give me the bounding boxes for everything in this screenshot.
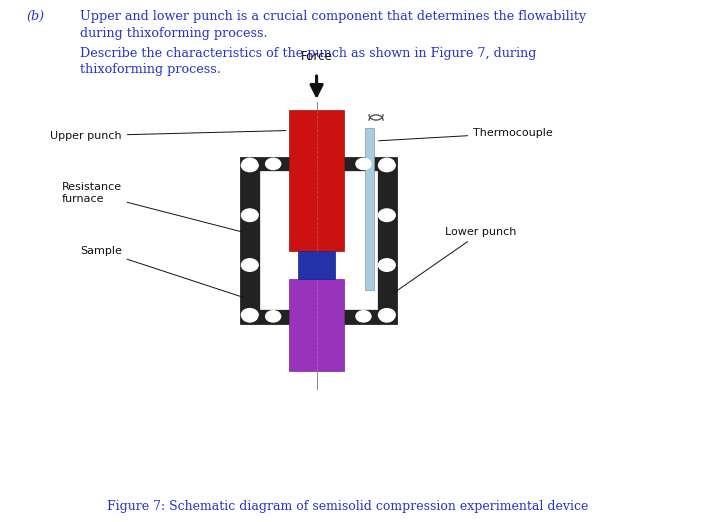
Text: Describe the characteristics of the punch as shown in Figure 7, during: Describe the characteristics of the punc… bbox=[80, 47, 536, 60]
Circle shape bbox=[266, 158, 281, 170]
Circle shape bbox=[379, 311, 394, 322]
Circle shape bbox=[379, 309, 395, 321]
Circle shape bbox=[356, 311, 371, 322]
Circle shape bbox=[379, 159, 395, 172]
Circle shape bbox=[242, 209, 258, 221]
Circle shape bbox=[242, 311, 257, 322]
Text: during thixoforming process.: during thixoforming process. bbox=[80, 27, 267, 40]
Text: Resistance
furnace: Resistance furnace bbox=[61, 182, 241, 232]
Circle shape bbox=[242, 309, 258, 321]
Text: (b): (b) bbox=[26, 10, 45, 23]
Bar bbox=[260, 171, 377, 309]
Bar bbox=[298, 251, 335, 279]
Text: Upper punch: Upper punch bbox=[50, 130, 286, 141]
Text: Sample: Sample bbox=[80, 245, 245, 298]
Circle shape bbox=[379, 259, 395, 271]
Bar bbox=[240, 157, 396, 324]
Text: Figure 7: Schematic diagram of semisolid compression experimental device: Figure 7: Schematic diagram of semisolid… bbox=[107, 500, 588, 513]
Circle shape bbox=[379, 158, 394, 170]
Circle shape bbox=[242, 158, 257, 170]
Bar bbox=[289, 110, 344, 251]
Circle shape bbox=[356, 158, 371, 170]
Text: Thermocouple: Thermocouple bbox=[379, 128, 553, 141]
Text: Upper and lower punch is a crucial component that determines the flowability: Upper and lower punch is a crucial compo… bbox=[80, 10, 586, 23]
Text: thixoforming process.: thixoforming process. bbox=[80, 63, 221, 76]
Bar bbox=[364, 128, 374, 290]
Circle shape bbox=[379, 209, 395, 221]
Text: Lower punch: Lower punch bbox=[396, 227, 517, 292]
Circle shape bbox=[242, 159, 258, 172]
Text: Force: Force bbox=[301, 50, 332, 63]
Circle shape bbox=[266, 311, 281, 322]
Bar bbox=[289, 279, 344, 371]
Circle shape bbox=[242, 259, 258, 271]
